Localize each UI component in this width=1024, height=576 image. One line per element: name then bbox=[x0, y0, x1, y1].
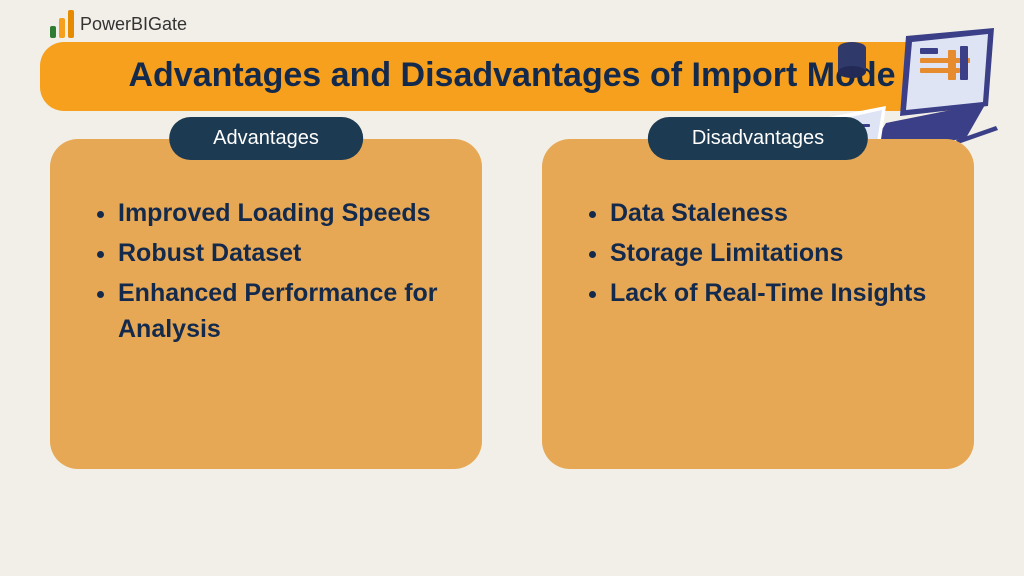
list-item: Enhanced Performance for Analysis bbox=[118, 275, 452, 348]
advantages-list: Improved Loading Speeds Robust Dataset E… bbox=[90, 195, 452, 348]
title-bar: Advantages and Disadvantages of Import M… bbox=[40, 42, 984, 111]
brand-bars-icon bbox=[50, 10, 74, 38]
advantages-card: Advantages Improved Loading Speeds Robus… bbox=[50, 139, 482, 469]
disadvantages-card: Disadvantages Data Staleness Storage Lim… bbox=[542, 139, 974, 469]
disadvantages-body: Data Staleness Storage Limitations Lack … bbox=[542, 139, 974, 469]
brand-logo: PowerBIGate bbox=[50, 10, 984, 38]
list-item: Improved Loading Speeds bbox=[118, 195, 452, 231]
list-item: Data Staleness bbox=[610, 195, 944, 231]
disadvantages-list: Data Staleness Storage Limitations Lack … bbox=[582, 195, 944, 312]
disadvantages-label: Disadvantages bbox=[648, 117, 868, 160]
list-item: Robust Dataset bbox=[118, 235, 452, 271]
page-title: Advantages and Disadvantages of Import M… bbox=[60, 54, 964, 97]
brand-name: PowerBIGate bbox=[80, 14, 187, 35]
page: PowerBIGate Advantages and Disadvantages… bbox=[0, 0, 1024, 576]
columns: Advantages Improved Loading Speeds Robus… bbox=[40, 139, 984, 469]
list-item: Storage Limitations bbox=[610, 235, 944, 271]
list-item: Lack of Real-Time Insights bbox=[610, 275, 944, 311]
advantages-body: Improved Loading Speeds Robust Dataset E… bbox=[50, 139, 482, 469]
advantages-label: Advantages bbox=[169, 117, 363, 160]
